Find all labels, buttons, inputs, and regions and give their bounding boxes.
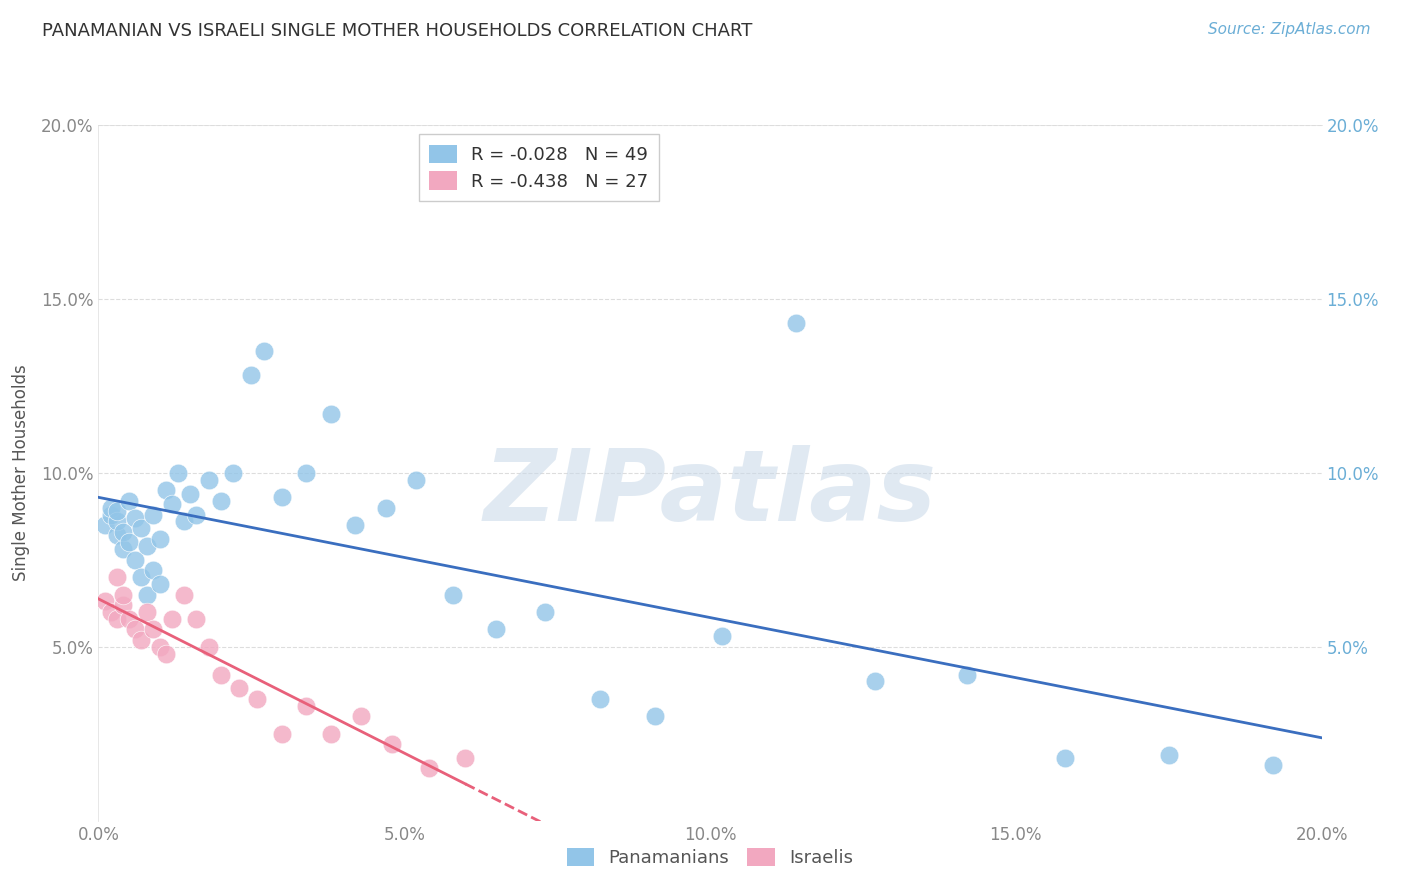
- Point: [173, 587, 195, 601]
- Point: [418, 761, 440, 775]
- Point: [124, 552, 146, 567]
- Point: [1157, 747, 1180, 762]
- Point: [149, 532, 172, 546]
- Point: [142, 623, 165, 637]
- Point: [319, 407, 342, 421]
- Point: [863, 674, 886, 689]
- Point: [246, 692, 269, 706]
- Point: [105, 528, 128, 542]
- Point: [136, 605, 159, 619]
- Point: [149, 640, 172, 654]
- Point: [124, 623, 146, 637]
- Point: [129, 521, 152, 535]
- Point: [186, 612, 208, 626]
- Point: [105, 612, 128, 626]
- Point: [129, 632, 152, 647]
- Point: [173, 515, 195, 529]
- Point: [124, 511, 146, 525]
- Point: [270, 726, 292, 740]
- Point: [209, 493, 232, 508]
- Point: [136, 587, 159, 601]
- Point: [105, 515, 128, 529]
- Point: [344, 517, 367, 532]
- Point: [111, 524, 134, 539]
- Point: [1053, 751, 1076, 765]
- Point: [454, 751, 477, 765]
- Point: [105, 504, 128, 518]
- Point: [100, 605, 122, 619]
- Point: [785, 316, 807, 330]
- Point: [1261, 758, 1284, 772]
- Text: PANAMANIAN VS ISRAELI SINGLE MOTHER HOUSEHOLDS CORRELATION CHART: PANAMANIAN VS ISRAELI SINGLE MOTHER HOUS…: [42, 22, 752, 40]
- Point: [350, 709, 373, 723]
- Point: [485, 623, 508, 637]
- Point: [118, 612, 141, 626]
- Point: [197, 473, 219, 487]
- Point: [711, 629, 734, 643]
- Point: [142, 563, 165, 577]
- Point: [100, 508, 122, 522]
- Point: [222, 466, 245, 480]
- Point: [93, 517, 115, 532]
- Point: [534, 605, 557, 619]
- Point: [381, 737, 404, 751]
- Point: [111, 587, 134, 601]
- Point: [441, 587, 464, 601]
- Point: [589, 692, 612, 706]
- Point: [111, 542, 134, 557]
- Legend: Panamanians, Israelis: Panamanians, Israelis: [560, 840, 860, 874]
- Point: [179, 486, 201, 500]
- Point: [100, 500, 122, 515]
- Point: [160, 497, 183, 511]
- Point: [129, 570, 152, 584]
- Point: [118, 493, 141, 508]
- Point: [295, 698, 318, 713]
- Point: [319, 726, 342, 740]
- Y-axis label: Single Mother Households: Single Mother Households: [11, 365, 30, 581]
- Point: [240, 368, 263, 383]
- Point: [160, 612, 183, 626]
- Point: [118, 535, 141, 549]
- Point: [270, 490, 292, 504]
- Point: [295, 466, 318, 480]
- Point: [186, 508, 208, 522]
- Point: [228, 681, 250, 696]
- Point: [155, 483, 177, 497]
- Point: [149, 577, 172, 591]
- Point: [167, 466, 190, 480]
- Point: [956, 667, 979, 681]
- Point: [405, 473, 427, 487]
- Point: [136, 539, 159, 553]
- Point: [111, 598, 134, 612]
- Point: [142, 508, 165, 522]
- Point: [197, 640, 219, 654]
- Point: [93, 594, 115, 608]
- Point: [644, 709, 666, 723]
- Point: [374, 500, 396, 515]
- Text: Source: ZipAtlas.com: Source: ZipAtlas.com: [1208, 22, 1371, 37]
- Point: [252, 343, 274, 358]
- Point: [209, 667, 232, 681]
- Text: ZIPatlas: ZIPatlas: [484, 445, 936, 542]
- Point: [155, 647, 177, 661]
- Point: [105, 570, 128, 584]
